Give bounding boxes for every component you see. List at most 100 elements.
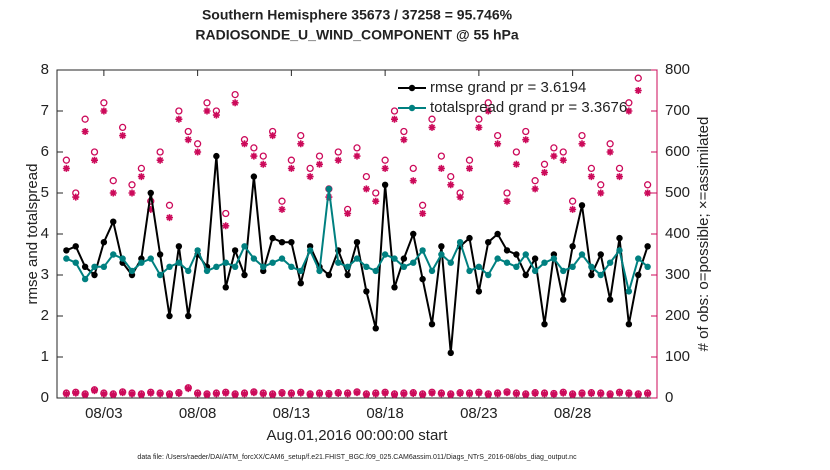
data-point xyxy=(484,99,492,107)
data-point xyxy=(597,189,605,197)
data-point xyxy=(447,259,454,266)
data-point xyxy=(184,385,192,393)
data-point xyxy=(175,259,183,266)
y-tick-label: 8 xyxy=(41,61,49,78)
y-tick-label: 3 xyxy=(41,266,49,283)
data-point xyxy=(203,107,211,115)
data-point xyxy=(110,251,117,258)
data-point xyxy=(568,197,577,205)
data-point xyxy=(465,156,474,164)
data-point xyxy=(250,389,258,397)
data-point xyxy=(560,296,567,303)
data-point xyxy=(297,140,305,148)
data-point xyxy=(203,99,211,107)
data-point xyxy=(606,296,614,303)
x-axis-label: Aug.01,2016 00:00:00 start xyxy=(267,427,449,444)
data-point xyxy=(147,205,155,213)
x-tick-label: 08/28 xyxy=(554,405,592,422)
data-point xyxy=(138,259,145,266)
data-point xyxy=(381,251,389,258)
y2-tick-label: 400 xyxy=(665,225,690,242)
data-point xyxy=(493,131,502,140)
data-point xyxy=(63,247,70,254)
data-point xyxy=(269,259,276,266)
data-point xyxy=(316,390,323,398)
data-point xyxy=(166,391,173,399)
data-point xyxy=(616,389,623,397)
y2-tick-label: 600 xyxy=(665,143,690,160)
data-point xyxy=(212,390,220,398)
data-point xyxy=(550,152,558,160)
data-point xyxy=(353,144,361,152)
data-point xyxy=(62,390,70,398)
data-point xyxy=(587,173,595,181)
data-point xyxy=(119,389,127,397)
y-axis-label: rmse and totalspread xyxy=(24,164,41,305)
data-point xyxy=(90,148,99,156)
data-point xyxy=(213,152,220,160)
y2-tick-label: 0 xyxy=(665,389,673,406)
data-point xyxy=(541,259,548,266)
data-point xyxy=(193,140,202,148)
data-point xyxy=(100,107,108,115)
data-point xyxy=(128,181,136,189)
data-point xyxy=(315,152,324,160)
data-point xyxy=(428,115,436,123)
data-point xyxy=(288,263,295,270)
data-point xyxy=(494,230,501,238)
data-point xyxy=(400,255,408,262)
data-point xyxy=(110,218,117,225)
data-point xyxy=(606,259,614,266)
data-point xyxy=(512,390,520,398)
data-point xyxy=(400,127,408,136)
data-point xyxy=(466,234,473,242)
data-point xyxy=(466,164,473,172)
data-point xyxy=(184,127,192,136)
data-point xyxy=(222,209,230,218)
data-point xyxy=(231,391,239,399)
data-point xyxy=(644,263,651,270)
data-point xyxy=(522,251,529,258)
data-point xyxy=(128,267,136,275)
data-point xyxy=(100,263,108,270)
data-point xyxy=(100,99,108,107)
data-point xyxy=(194,390,202,398)
y-tick-label: 1 xyxy=(41,348,49,365)
data-point xyxy=(334,148,342,156)
data-point xyxy=(119,132,127,140)
data-point xyxy=(513,251,520,258)
data-point xyxy=(259,160,267,168)
data-point xyxy=(278,389,286,397)
data-point xyxy=(635,255,642,262)
data-point xyxy=(175,115,183,123)
data-point xyxy=(166,214,173,222)
data-point xyxy=(522,127,530,136)
data-point xyxy=(522,271,529,279)
data-point xyxy=(363,288,370,295)
legend-label: totalspread grand pr = 3.3676 xyxy=(430,99,627,116)
data-point xyxy=(409,177,417,185)
data-point xyxy=(344,263,351,270)
data-point xyxy=(475,288,483,295)
data-point xyxy=(128,390,136,398)
data-point xyxy=(644,243,651,250)
data-point xyxy=(260,263,267,270)
data-point xyxy=(391,255,398,262)
data-point xyxy=(137,164,146,173)
data-point xyxy=(325,185,333,193)
data-point xyxy=(475,115,483,123)
data-point xyxy=(297,389,305,397)
data-point xyxy=(643,181,652,189)
data-point xyxy=(72,243,79,250)
data-point xyxy=(588,271,595,279)
data-point xyxy=(297,280,304,287)
data-point xyxy=(559,389,567,397)
data-point xyxy=(625,390,633,398)
data-point xyxy=(222,222,230,230)
data-point xyxy=(316,160,323,168)
data-point xyxy=(485,239,492,246)
data-point xyxy=(597,181,605,189)
data-point xyxy=(278,197,286,205)
data-point xyxy=(635,271,642,279)
